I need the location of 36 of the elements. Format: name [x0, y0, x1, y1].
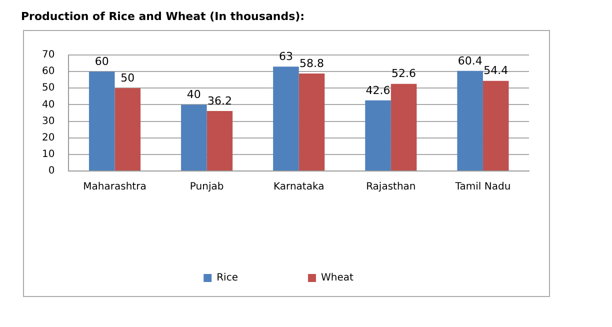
bar [88, 72, 115, 170]
x-tick-label: Rajasthan [366, 182, 416, 193]
data-label: 50 [120, 72, 135, 84]
bar [206, 111, 233, 170]
y-tick-label: 20 [42, 132, 55, 144]
y-tick-label: 0 [48, 166, 55, 177]
chart-title: Production of Rice and Wheat (In thousands): [21, 10, 305, 23]
x-tick-label: Maharashtra [83, 182, 146, 193]
y-tick-label: 10 [42, 149, 55, 160]
y-tick-label: 60 [42, 66, 55, 78]
x-tick-label: Punjab [190, 182, 224, 193]
data-label: 60.4 [458, 54, 482, 68]
data-label: 42.6 [366, 84, 390, 97]
data-label: 60 [94, 54, 109, 68]
legend-label: Rice [216, 272, 238, 284]
data-label: 52.6 [392, 67, 416, 80]
bar [457, 70, 483, 170]
data-label: 36.2 [207, 94, 232, 108]
y-tick-label: 50 [42, 82, 55, 94]
legend-label: Wheat [320, 272, 354, 284]
y-tick-label: 70 [42, 50, 55, 61]
data-label: 58.8 [300, 56, 324, 70]
bar [482, 80, 509, 170]
data-label: 63 [278, 50, 293, 63]
bar [298, 74, 325, 170]
x-tick-label: Tamil Nadu [454, 182, 511, 193]
y-tick-label: 30 [42, 116, 55, 127]
data-label: 54.4 [484, 64, 508, 78]
bar [390, 84, 417, 170]
bar [114, 88, 141, 170]
x-tick-label: Karnataka [274, 182, 324, 193]
y-tick-label: 40 [42, 99, 55, 110]
data-label: 40 [186, 88, 201, 102]
bar [365, 100, 391, 170]
bar [181, 104, 207, 170]
bar [273, 66, 299, 170]
